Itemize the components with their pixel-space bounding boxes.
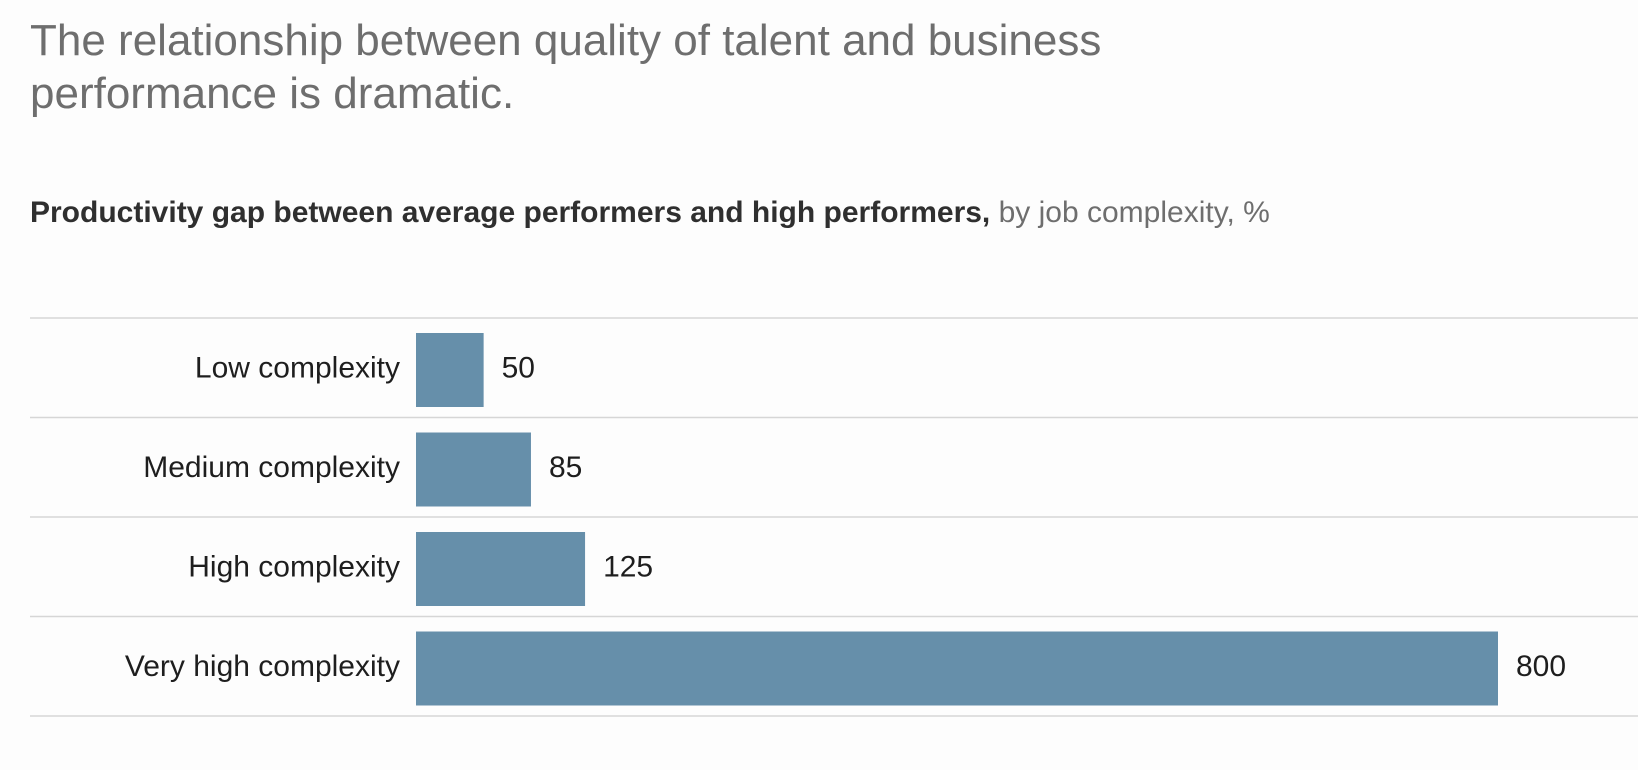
headline: The relationship between quality of tale… bbox=[30, 16, 1102, 118]
value-label: 125 bbox=[603, 550, 653, 583]
value-label: 800 bbox=[1516, 650, 1566, 683]
bar bbox=[416, 333, 484, 407]
category-label: Low complexity bbox=[195, 351, 400, 384]
bar bbox=[416, 631, 1498, 706]
bar bbox=[416, 532, 586, 606]
value-label: 85 bbox=[549, 451, 582, 484]
chart-subtitle-qualifier: by job complexity, % bbox=[998, 196, 1270, 229]
category-label: Medium complexity bbox=[143, 451, 400, 484]
category-label: High complexity bbox=[188, 550, 400, 583]
chart-subtitle-main: Productivity gap between average perform… bbox=[30, 196, 991, 229]
chart-subtitle: Productivity gap between average perform… bbox=[30, 193, 1270, 233]
bar bbox=[416, 432, 531, 507]
value-label: 50 bbox=[502, 351, 535, 384]
category-label: Very high complexity bbox=[125, 650, 400, 683]
